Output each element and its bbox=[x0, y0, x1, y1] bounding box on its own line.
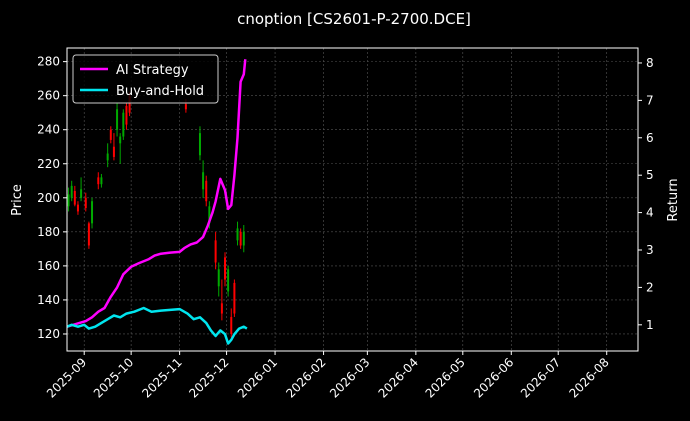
chart-title: cnoption [CS2601-P-2700.DCE] bbox=[237, 10, 471, 28]
candle-body bbox=[125, 105, 128, 125]
y2-tick-label: 2 bbox=[646, 280, 654, 294]
series-line-ai-strategy bbox=[66, 59, 247, 328]
candle-body bbox=[220, 303, 223, 314]
y-axis-right: 1 2 3 4 5 6 7 8 bbox=[638, 56, 654, 332]
series-line-buy-and-hold bbox=[66, 306, 248, 345]
candle-body bbox=[239, 231, 242, 246]
candle-body bbox=[122, 112, 125, 137]
candle-body bbox=[84, 197, 87, 209]
y-axis-label: Price bbox=[10, 184, 25, 216]
series-lines bbox=[66, 59, 248, 345]
y-tick-label: 240 bbox=[37, 123, 60, 137]
candles bbox=[67, 92, 245, 338]
candle-body bbox=[214, 240, 217, 263]
y2-tick-label: 1 bbox=[646, 318, 654, 332]
candle-body bbox=[224, 257, 227, 280]
candle-body bbox=[73, 190, 76, 205]
y-tick-label: 280 bbox=[37, 55, 60, 69]
legend-label-buy-and-hold: Buy-and-Hold bbox=[116, 84, 204, 99]
candle-body bbox=[109, 129, 112, 140]
candle-body bbox=[184, 104, 187, 110]
plot-frame bbox=[66, 47, 639, 352]
candle-body bbox=[112, 146, 115, 157]
y-tick-label: 160 bbox=[37, 259, 60, 273]
candle-body bbox=[128, 95, 131, 113]
candle-body bbox=[100, 177, 103, 185]
candle-body bbox=[205, 180, 208, 202]
candle-body bbox=[106, 153, 109, 161]
candle-body bbox=[67, 194, 70, 207]
candle-body bbox=[80, 189, 83, 198]
candle-body bbox=[236, 228, 239, 241]
grid bbox=[67, 48, 638, 351]
y-axis-left: 120 140 160 180 200 220 240 260 280 bbox=[37, 55, 67, 341]
y2-tick-label: 3 bbox=[646, 243, 654, 257]
y-tick-label: 260 bbox=[37, 89, 60, 103]
candle-body bbox=[87, 223, 90, 246]
candle-body bbox=[208, 206, 211, 224]
candle-body bbox=[202, 172, 205, 190]
candle-body bbox=[116, 109, 119, 130]
candle-body bbox=[217, 269, 220, 287]
y-tick-label: 140 bbox=[37, 293, 60, 307]
candle-body bbox=[76, 204, 79, 212]
candle-body bbox=[227, 269, 230, 292]
y2-tick-label: 4 bbox=[646, 206, 654, 220]
legend-box bbox=[72, 54, 219, 104]
candle-body bbox=[70, 185, 73, 198]
legend: AI Strategy Buy-and-Hold bbox=[72, 54, 219, 104]
candle-body bbox=[198, 133, 201, 156]
y2-axis-label: Return bbox=[666, 178, 681, 221]
y-tick-label: 120 bbox=[37, 327, 60, 341]
y2-tick-label: 7 bbox=[646, 93, 654, 107]
legend-label-ai-strategy: AI Strategy bbox=[116, 63, 189, 78]
candle-body bbox=[230, 316, 233, 334]
candle-body bbox=[233, 282, 236, 314]
y2-tick-label: 5 bbox=[646, 168, 654, 182]
y2-tick-label: 6 bbox=[646, 131, 654, 145]
candle-body bbox=[91, 201, 94, 224]
y-tick-label: 220 bbox=[37, 157, 60, 171]
y2-tick-label: 8 bbox=[646, 56, 654, 70]
candle-body bbox=[97, 177, 100, 185]
candle-body bbox=[242, 231, 245, 246]
candle-body bbox=[119, 136, 122, 144]
y-tick-label: 200 bbox=[37, 191, 60, 205]
y-tick-label: 180 bbox=[37, 225, 60, 239]
